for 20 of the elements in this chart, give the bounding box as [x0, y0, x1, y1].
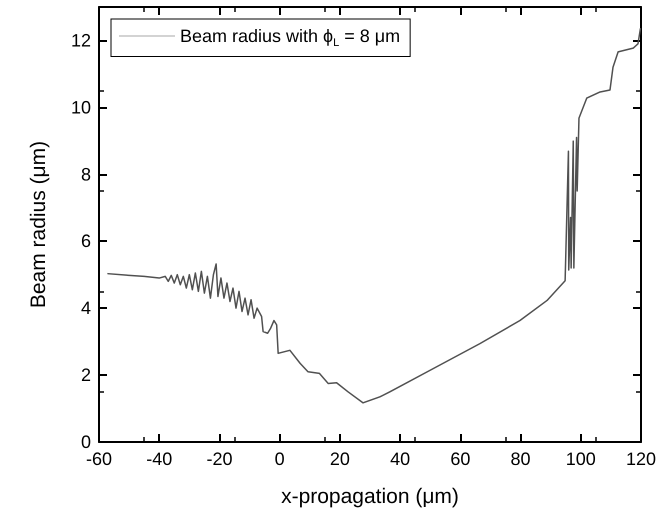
- x-tick-label: -60: [86, 449, 112, 469]
- x-tick-label: 20: [330, 449, 350, 469]
- x-tick-label: 0: [274, 449, 285, 469]
- x-tick-label: 120: [626, 449, 656, 469]
- y-tick-label: 6: [80, 231, 91, 252]
- y-tick-label: 2: [80, 365, 91, 386]
- y-tick-label: 10: [70, 97, 91, 118]
- y-tick-label: 4: [80, 298, 91, 318]
- x-tick-label: 40: [390, 449, 410, 469]
- y-tick-label: 8: [80, 164, 91, 184]
- x-tick-label: 80: [510, 449, 531, 469]
- x-tick-label: 60: [450, 449, 470, 469]
- y-tick-label: 12: [70, 30, 91, 50]
- y-axis-title: Beam radius (μm): [27, 140, 50, 308]
- x-tick-label: 100: [566, 449, 596, 469]
- x-axis-title: x-propagation (μm): [281, 485, 459, 508]
- x-tick-label: -20: [206, 449, 232, 469]
- line-series: [107, 28, 642, 404]
- x-tick-label: -40: [146, 449, 172, 469]
- y-tick-label: 0: [80, 432, 91, 452]
